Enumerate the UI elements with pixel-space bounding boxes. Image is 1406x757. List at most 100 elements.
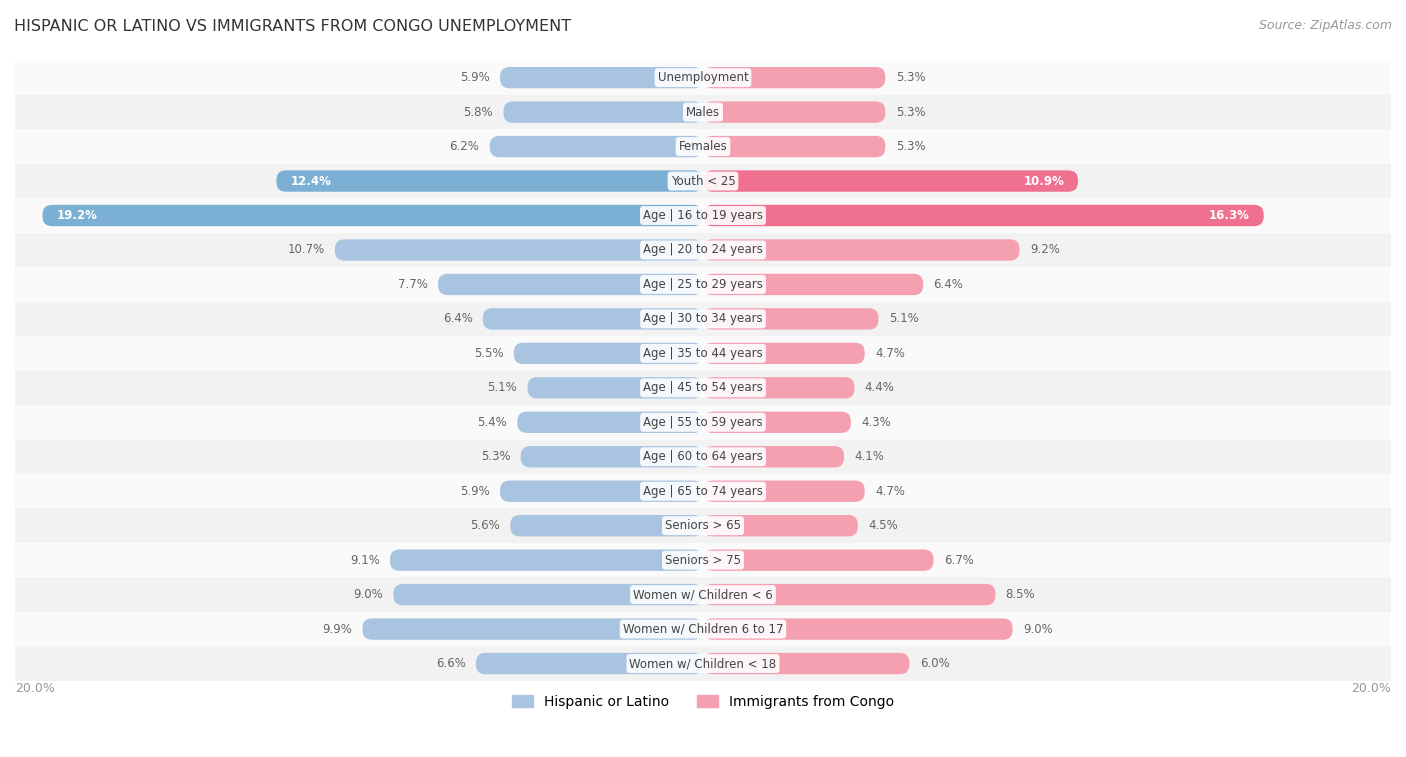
FancyBboxPatch shape xyxy=(703,308,879,329)
Bar xyxy=(15,440,1391,474)
Text: 6.2%: 6.2% xyxy=(450,140,479,153)
FancyBboxPatch shape xyxy=(703,205,1264,226)
Bar xyxy=(15,61,1391,95)
FancyBboxPatch shape xyxy=(703,412,851,433)
Text: Seniors > 65: Seniors > 65 xyxy=(665,519,741,532)
Text: 10.7%: 10.7% xyxy=(287,244,325,257)
Text: Age | 35 to 44 years: Age | 35 to 44 years xyxy=(643,347,763,360)
Text: 20.0%: 20.0% xyxy=(1351,682,1391,695)
FancyBboxPatch shape xyxy=(703,343,865,364)
FancyBboxPatch shape xyxy=(703,377,855,398)
Bar xyxy=(15,198,1391,232)
FancyBboxPatch shape xyxy=(277,170,703,192)
Text: Age | 55 to 59 years: Age | 55 to 59 years xyxy=(643,416,763,428)
Text: Age | 45 to 54 years: Age | 45 to 54 years xyxy=(643,382,763,394)
Text: HISPANIC OR LATINO VS IMMIGRANTS FROM CONGO UNEMPLOYMENT: HISPANIC OR LATINO VS IMMIGRANTS FROM CO… xyxy=(14,19,571,34)
FancyBboxPatch shape xyxy=(703,101,886,123)
Text: 9.2%: 9.2% xyxy=(1029,244,1060,257)
Text: 5.9%: 5.9% xyxy=(460,71,489,84)
Text: Females: Females xyxy=(679,140,727,153)
Text: 4.4%: 4.4% xyxy=(865,382,894,394)
Text: Women w/ Children 6 to 17: Women w/ Children 6 to 17 xyxy=(623,622,783,636)
Text: 4.5%: 4.5% xyxy=(868,519,898,532)
FancyBboxPatch shape xyxy=(510,515,703,537)
Text: 6.7%: 6.7% xyxy=(943,553,974,567)
FancyBboxPatch shape xyxy=(703,481,865,502)
Bar xyxy=(15,646,1391,681)
Text: 9.9%: 9.9% xyxy=(322,622,352,636)
Text: 5.3%: 5.3% xyxy=(896,106,925,119)
FancyBboxPatch shape xyxy=(439,274,703,295)
FancyBboxPatch shape xyxy=(501,67,703,89)
Text: 9.1%: 9.1% xyxy=(350,553,380,567)
Bar xyxy=(15,371,1391,405)
Text: Unemployment: Unemployment xyxy=(658,71,748,84)
FancyBboxPatch shape xyxy=(520,446,703,467)
FancyBboxPatch shape xyxy=(477,653,703,674)
Text: Women w/ Children < 6: Women w/ Children < 6 xyxy=(633,588,773,601)
Text: 16.3%: 16.3% xyxy=(1209,209,1250,222)
FancyBboxPatch shape xyxy=(335,239,703,260)
Bar xyxy=(15,509,1391,543)
Bar xyxy=(15,95,1391,129)
Text: 6.6%: 6.6% xyxy=(436,657,465,670)
FancyBboxPatch shape xyxy=(389,550,703,571)
FancyBboxPatch shape xyxy=(703,274,924,295)
Text: 4.3%: 4.3% xyxy=(862,416,891,428)
Legend: Hispanic or Latino, Immigrants from Congo: Hispanic or Latino, Immigrants from Cong… xyxy=(506,689,900,714)
Text: 5.3%: 5.3% xyxy=(481,450,510,463)
Text: Age | 65 to 74 years: Age | 65 to 74 years xyxy=(643,484,763,497)
Bar xyxy=(15,164,1391,198)
FancyBboxPatch shape xyxy=(394,584,703,606)
FancyBboxPatch shape xyxy=(703,618,1012,640)
Text: 5.3%: 5.3% xyxy=(896,71,925,84)
Text: 8.5%: 8.5% xyxy=(1005,588,1035,601)
Bar xyxy=(15,578,1391,612)
Text: 5.1%: 5.1% xyxy=(488,382,517,394)
Bar xyxy=(15,612,1391,646)
Text: 5.3%: 5.3% xyxy=(896,140,925,153)
FancyBboxPatch shape xyxy=(703,170,1078,192)
Text: 9.0%: 9.0% xyxy=(1024,622,1053,636)
Text: 5.4%: 5.4% xyxy=(477,416,508,428)
FancyBboxPatch shape xyxy=(703,653,910,674)
Bar xyxy=(15,302,1391,336)
Bar xyxy=(15,474,1391,509)
FancyBboxPatch shape xyxy=(703,550,934,571)
Text: Age | 25 to 29 years: Age | 25 to 29 years xyxy=(643,278,763,291)
FancyBboxPatch shape xyxy=(703,136,886,157)
Text: 9.0%: 9.0% xyxy=(353,588,382,601)
FancyBboxPatch shape xyxy=(503,101,703,123)
Text: Age | 60 to 64 years: Age | 60 to 64 years xyxy=(643,450,763,463)
Bar xyxy=(15,336,1391,371)
Text: 4.7%: 4.7% xyxy=(875,484,905,497)
FancyBboxPatch shape xyxy=(482,308,703,329)
FancyBboxPatch shape xyxy=(703,446,844,467)
FancyBboxPatch shape xyxy=(703,515,858,537)
FancyBboxPatch shape xyxy=(489,136,703,157)
Text: 5.5%: 5.5% xyxy=(474,347,503,360)
Text: Seniors > 75: Seniors > 75 xyxy=(665,553,741,567)
Text: Age | 30 to 34 years: Age | 30 to 34 years xyxy=(643,313,763,326)
FancyBboxPatch shape xyxy=(517,412,703,433)
FancyBboxPatch shape xyxy=(703,584,995,606)
Text: 20.0%: 20.0% xyxy=(15,682,55,695)
Text: 5.6%: 5.6% xyxy=(470,519,501,532)
Text: 6.4%: 6.4% xyxy=(443,313,472,326)
Text: Age | 16 to 19 years: Age | 16 to 19 years xyxy=(643,209,763,222)
Bar xyxy=(15,267,1391,302)
Text: 19.2%: 19.2% xyxy=(56,209,97,222)
FancyBboxPatch shape xyxy=(703,67,886,89)
FancyBboxPatch shape xyxy=(513,343,703,364)
FancyBboxPatch shape xyxy=(501,481,703,502)
Bar xyxy=(15,232,1391,267)
Bar xyxy=(15,129,1391,164)
FancyBboxPatch shape xyxy=(527,377,703,398)
FancyBboxPatch shape xyxy=(703,239,1019,260)
Text: 4.7%: 4.7% xyxy=(875,347,905,360)
Bar xyxy=(15,543,1391,578)
Text: Males: Males xyxy=(686,106,720,119)
Text: 5.8%: 5.8% xyxy=(464,106,494,119)
Text: 6.0%: 6.0% xyxy=(920,657,949,670)
Bar xyxy=(15,405,1391,440)
